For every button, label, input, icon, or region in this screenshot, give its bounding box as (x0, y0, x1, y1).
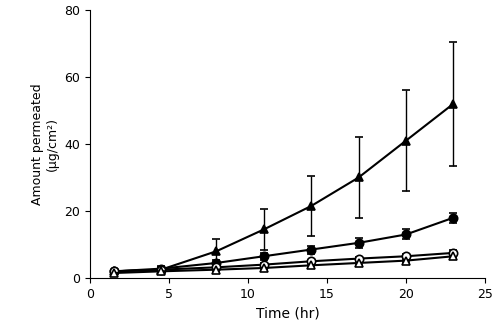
X-axis label: Time (hr): Time (hr) (256, 306, 320, 320)
Y-axis label: Amount permeated
(μg/cm²): Amount permeated (μg/cm²) (30, 83, 58, 205)
